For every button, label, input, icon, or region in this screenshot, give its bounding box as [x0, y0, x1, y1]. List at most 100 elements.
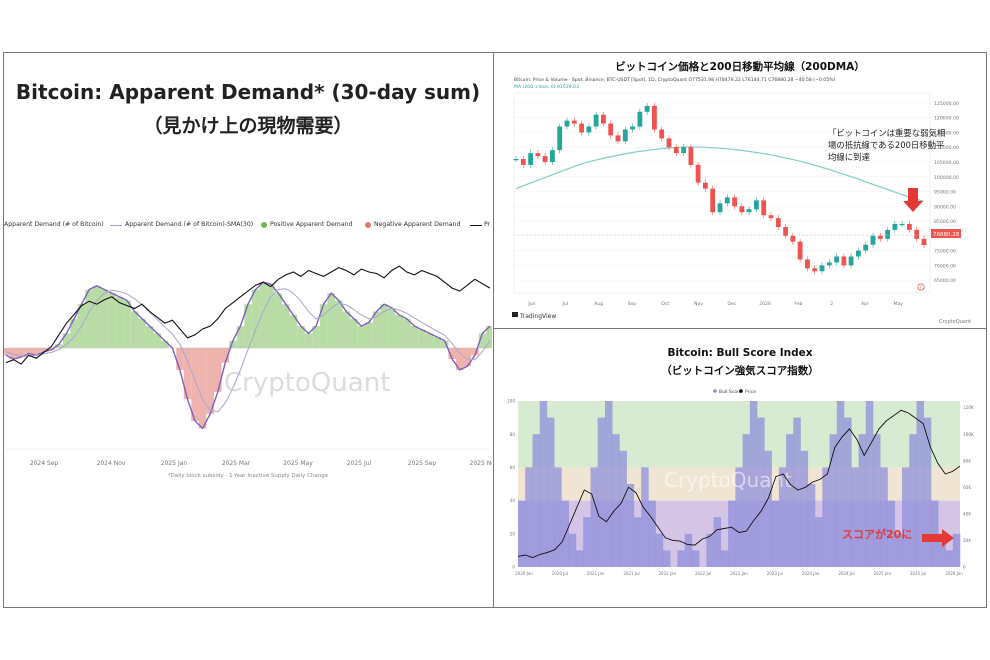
candle-body — [630, 126, 635, 130]
price-200dma-title: ビットコイン価格と200日移動平均線（200DMA） — [615, 61, 865, 73]
x-tick-label: Apr — [861, 301, 869, 307]
demand-bar — [456, 348, 464, 370]
candle-body — [892, 224, 898, 230]
price-line — [5, 265, 491, 365]
candle-body — [601, 114, 606, 124]
candle-body — [797, 241, 803, 260]
bull-score-bar — [952, 533, 961, 567]
candle-body — [907, 224, 912, 230]
bull-score-bar — [532, 434, 540, 567]
apparent-demand-sma-line — [5, 288, 491, 413]
demand-bar — [433, 337, 441, 348]
candle-body — [885, 229, 890, 239]
bull-score-bar — [873, 434, 881, 567]
demand-bar — [138, 318, 146, 348]
y-left-tick-label: 40 — [510, 498, 516, 503]
x-tick-label: Jul — [562, 301, 569, 307]
demand-bar — [191, 348, 199, 422]
demand-bar — [410, 326, 419, 348]
y-left-tick-label: 20 — [510, 531, 516, 536]
candle-body — [739, 206, 745, 213]
bull-score-bar — [547, 417, 555, 567]
demand-bar — [486, 326, 492, 348]
apparent-demand-title: Bitcoin: Apparent Demand* (30-day sum) — [15, 80, 481, 104]
y-right-tick-label: 100K — [963, 432, 974, 437]
candle-body — [746, 209, 752, 213]
x-tick-label: 2024 Jul — [838, 571, 854, 576]
price-header-line: Bitcoin: Price & Volume · Spot, Binance,… — [514, 78, 836, 83]
x-tick-label: 2025 May — [283, 460, 313, 467]
candle-body — [754, 200, 759, 210]
x-tick-label: 2021 Jan — [587, 571, 605, 576]
demand-bar — [335, 300, 343, 348]
candle-body — [848, 256, 854, 266]
demand-bar — [100, 289, 109, 348]
candle-body — [870, 235, 876, 245]
candle-body — [761, 200, 767, 216]
bull-score-bar — [583, 517, 591, 567]
candle-body — [812, 268, 818, 272]
demand-bar — [221, 348, 230, 363]
candle-body — [513, 159, 519, 161]
bull-score-bar — [691, 550, 700, 567]
bull-score-bar — [706, 533, 714, 567]
candle-body — [637, 111, 643, 127]
demand-bar — [108, 293, 116, 348]
bull-score-bar — [612, 434, 620, 567]
candle-body — [659, 129, 665, 139]
demand-bar — [448, 348, 456, 359]
candle-body — [528, 153, 533, 165]
bull-score-bar — [771, 500, 780, 567]
demand-bar — [289, 315, 298, 348]
candle-body — [550, 150, 555, 162]
candle-body — [564, 120, 570, 127]
price-200dma-panel: ビットコイン価格と200日移動平均線（200DMA） Bitcoin: Pric… — [494, 53, 986, 327]
demand-bar — [403, 318, 411, 348]
bull-score-watermark: CryptoQuant — [664, 468, 792, 492]
down-arrow-icon — [903, 188, 923, 212]
candle-body — [615, 135, 621, 142]
demand-bar — [319, 304, 328, 348]
apparent-demand-legend: Apparent Demand (# of Bitcoin) Apparent … — [4, 219, 492, 233]
legend-swatch-price — [739, 389, 743, 393]
bull-score-bar — [851, 467, 859, 567]
bull-score-bar — [815, 517, 823, 567]
x-tick-label: 2020 Jan — [515, 571, 533, 576]
bull-score-bar — [858, 434, 867, 567]
demand-bar — [40, 348, 48, 352]
demand-bar — [274, 293, 283, 348]
x-tick-label: 2024 Nov — [97, 460, 126, 467]
score-zone-bullish — [518, 401, 960, 468]
demand-bar — [145, 326, 154, 348]
candle-body — [586, 126, 592, 133]
bull-score-bar — [662, 550, 671, 567]
price-200dma-chart: 125000.00 120000.00 115000.00 110000.00 1050… — [513, 92, 961, 307]
demand-bar — [70, 318, 78, 348]
demand-bar — [214, 348, 222, 392]
demand-bar — [176, 348, 184, 370]
bull-score-bar — [626, 484, 635, 567]
bull-score-bar — [605, 401, 613, 567]
candle-body — [557, 126, 563, 151]
bull-score-bar — [822, 467, 830, 567]
demand-bar — [440, 340, 449, 348]
bull-score-title: Bitcoin: Bull Score Index — [667, 347, 813, 359]
y-left-tick-label: 0 — [512, 565, 515, 570]
y-left-tick-label: 80 — [510, 432, 516, 437]
tradingview-logo: TradingView — [520, 313, 557, 320]
demand-bar — [395, 315, 404, 348]
candle-body — [841, 256, 847, 266]
x-tick-label: 2021 Jul — [623, 571, 639, 576]
y-tick-label: 100000.00 — [934, 175, 959, 181]
candle-body — [834, 256, 839, 263]
x-tick-label: 2020 Jul — [552, 571, 568, 576]
bull-score-bar — [518, 500, 526, 567]
bull-score-bar — [786, 434, 794, 567]
demand-bar — [380, 304, 388, 348]
y-right-tick-label: 120K — [963, 405, 974, 410]
demand-bar — [85, 289, 93, 348]
bull-score-bar — [684, 533, 693, 567]
bull-score-bar — [800, 450, 809, 567]
candle-body — [805, 259, 810, 269]
legend-item-bull-score: Bull Score — [719, 389, 742, 395]
